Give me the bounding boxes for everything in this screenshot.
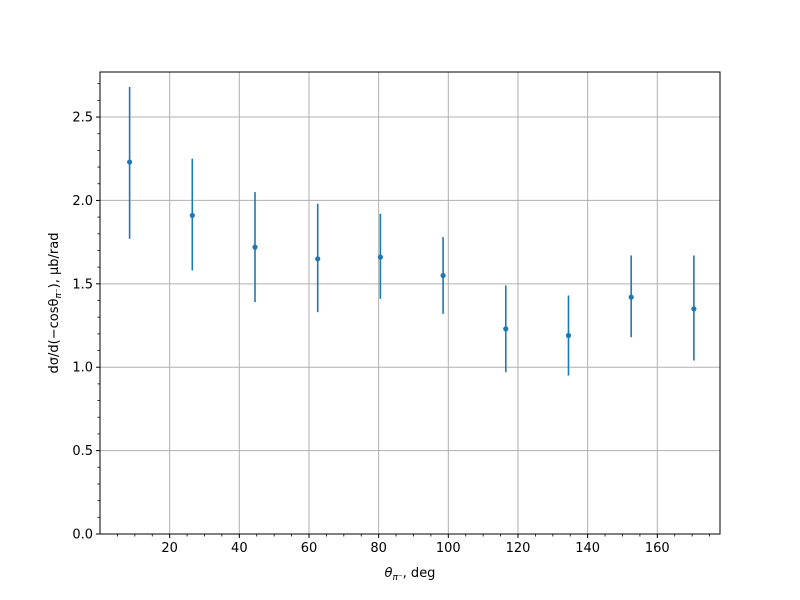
- y-tick-label: 2.0: [72, 194, 93, 209]
- y-axis-label-sub: π⁻: [54, 288, 64, 298]
- y-axis-label-rest: ), μb/rad: [47, 233, 62, 289]
- x-axis-label-rest: , deg: [403, 566, 436, 581]
- data-point: [503, 326, 509, 332]
- data-point: [315, 256, 321, 262]
- data-point: [691, 306, 697, 312]
- y-tick-label: 2.5: [72, 111, 93, 126]
- y-tick-label: 1.5: [72, 277, 93, 292]
- x-tick-label: 60: [301, 541, 318, 556]
- plot-frame: [99, 71, 721, 535]
- data-point: [565, 332, 572, 339]
- y-tick-label: 1.0: [72, 361, 93, 376]
- x-axis-label-main: θ: [385, 566, 393, 581]
- x-tick-label: 80: [370, 541, 387, 556]
- x-axis-label: θπ⁻, deg: [385, 566, 436, 583]
- data-point: [377, 254, 383, 260]
- ticks: 20 40 60 80 100 120 140 160 0.0 0.5 1.0 1.5 2.0 2.5: [72, 83, 710, 556]
- data-marks: [127, 87, 697, 376]
- x-axis-label-sub: π⁻: [393, 573, 403, 583]
- x-tick-label: 40: [231, 541, 248, 556]
- x-tick-label: 20: [161, 541, 178, 556]
- data-point: [189, 212, 195, 219]
- x-tick-label: 140: [575, 541, 600, 556]
- x-tick-label: 160: [645, 541, 670, 556]
- x-tick-label: 100: [436, 541, 461, 556]
- data-point: [628, 294, 634, 300]
- y-axis-label-prefix: dσ/d(−cosθ: [47, 298, 62, 373]
- y-axis-label: dσ/d(−cosθπ⁻), μb/rad: [47, 233, 64, 374]
- y-tick-label: 0.0: [72, 528, 93, 543]
- grid: [100, 72, 720, 535]
- y-tick-label: 0.5: [72, 444, 93, 459]
- data-point: [252, 244, 258, 250]
- data-point: [127, 159, 133, 165]
- data-point: [440, 272, 446, 279]
- x-tick-label: 120: [506, 541, 531, 556]
